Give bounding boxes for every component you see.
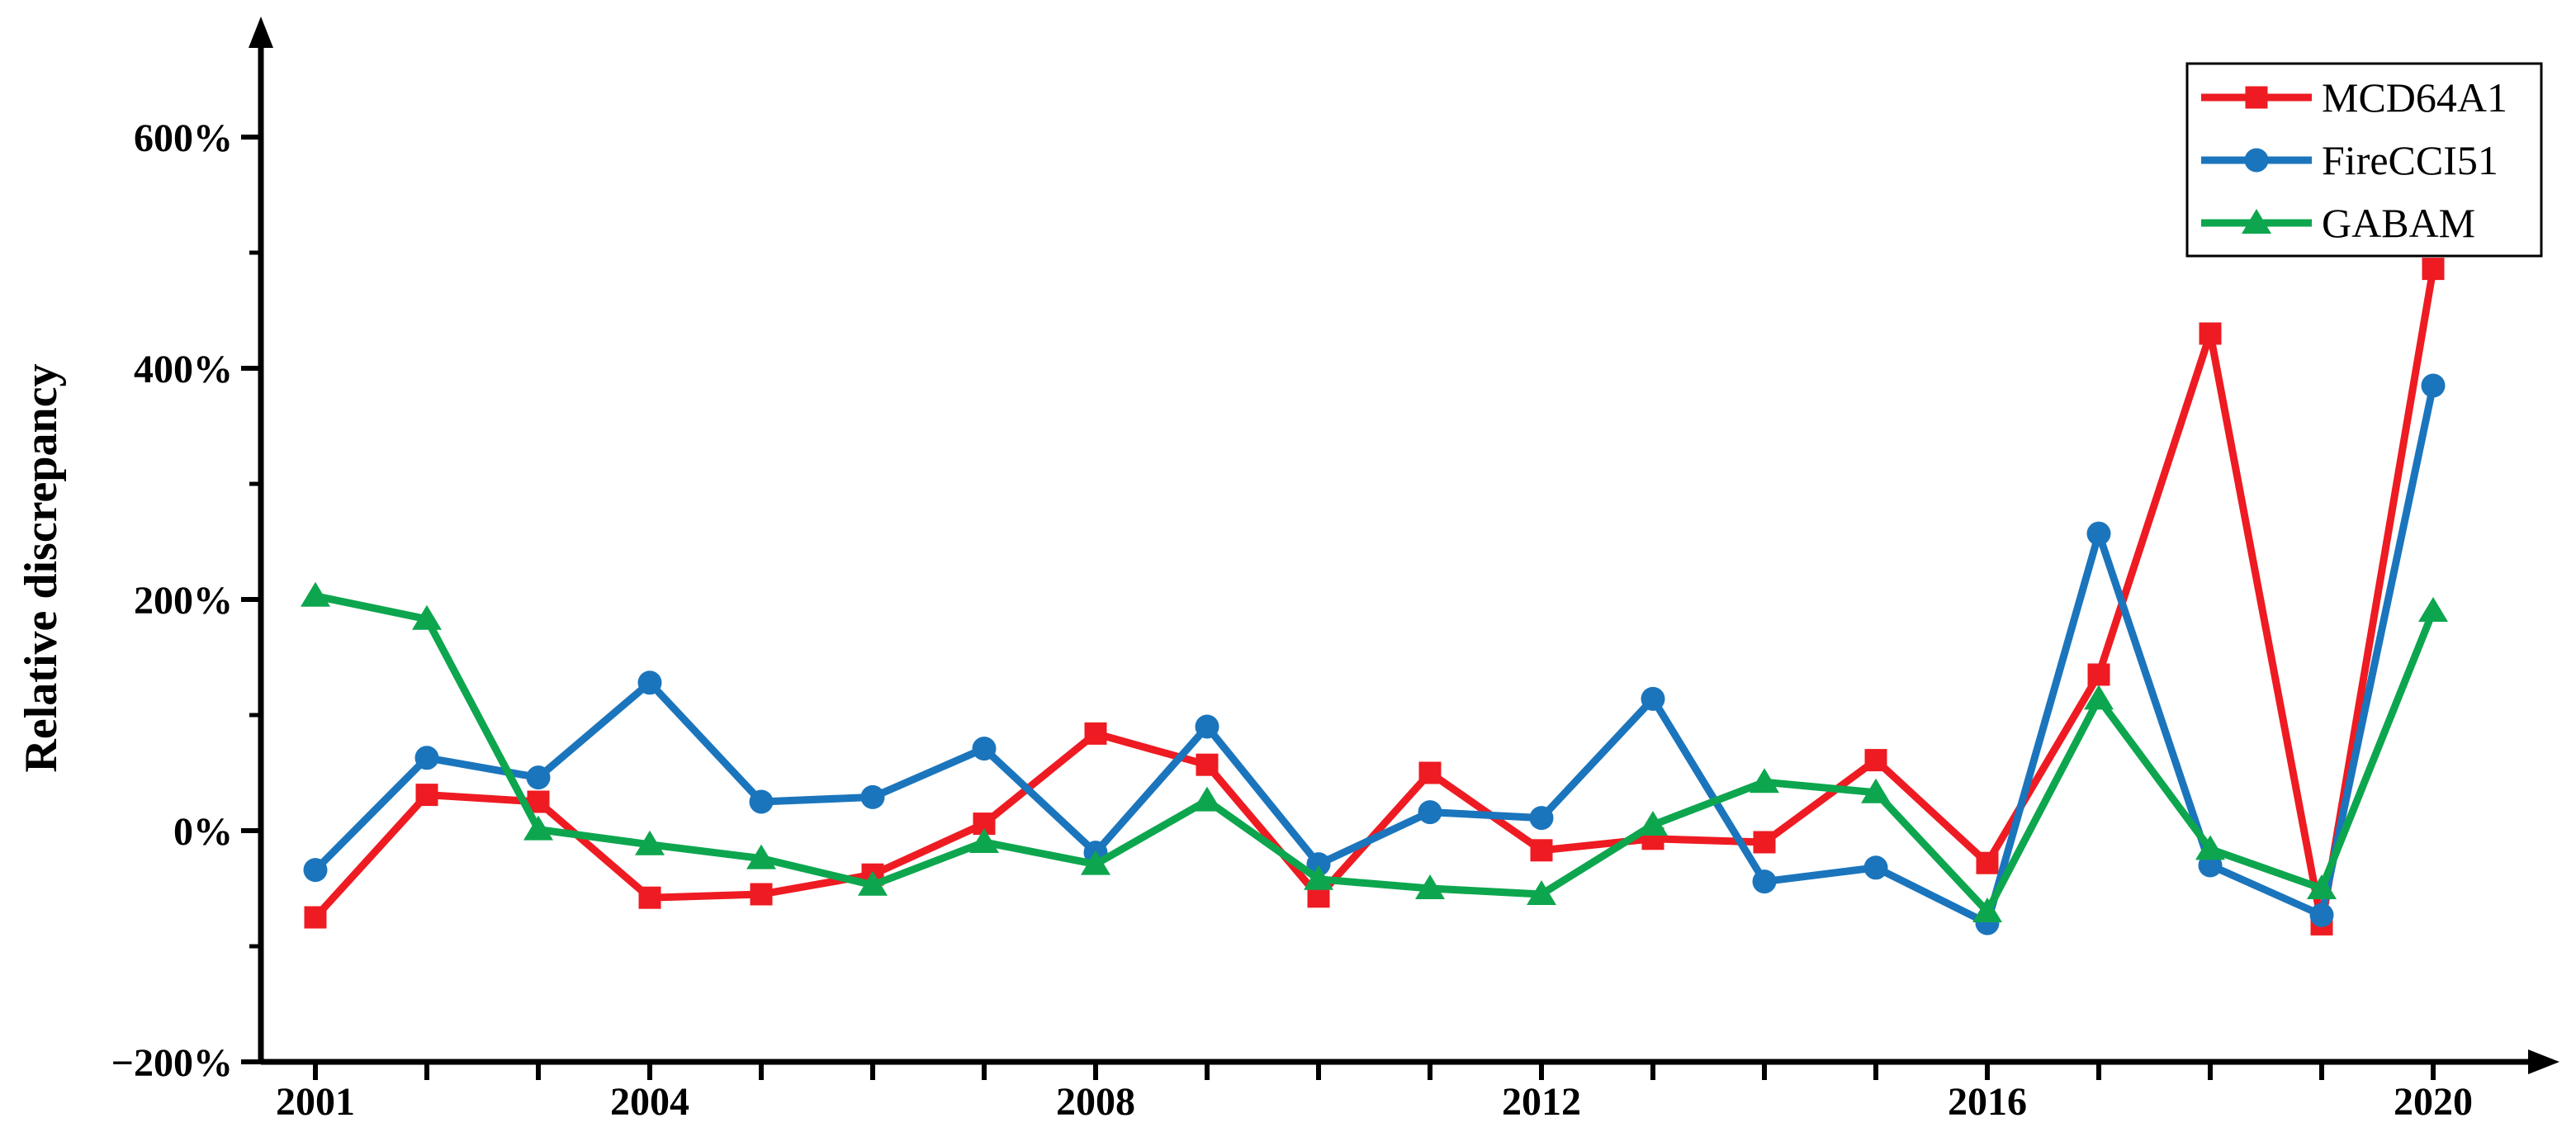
marker-FireCCI51-2019 (2309, 902, 2334, 927)
marker-GABAM-2014 (1750, 768, 1779, 794)
legend-swatch-square-icon (2245, 86, 2268, 109)
marker-MCD64A1-2001 (304, 906, 327, 929)
marker-GABAM-2013 (1638, 811, 1668, 836)
marker-MCD64A1-2009 (1196, 753, 1219, 776)
marker-FireCCI51-2005 (749, 789, 774, 814)
marker-GABAM-2019 (2307, 874, 2337, 899)
marker-GABAM-2015 (1861, 778, 1891, 803)
marker-MCD64A1-2005 (750, 883, 773, 906)
marker-MCD64A1-2017 (2087, 663, 2110, 686)
y-axis-title: Relative discrepancy (16, 363, 67, 772)
marker-GABAM-2008 (1081, 850, 1110, 875)
marker-GABAM-2006 (858, 870, 888, 896)
x-tick-label: 2020 (2394, 1080, 2473, 1124)
marker-MCD64A1-2020 (2422, 258, 2445, 281)
series-line-FireCCI51 (312, 385, 2437, 929)
x-tick-label: 2001 (276, 1080, 355, 1124)
marker-GABAM-2001 (301, 581, 330, 607)
marker-GABAM-2005 (746, 844, 776, 869)
series-line-GABAM (315, 592, 2437, 918)
legend-label-GABAM: GABAM (2322, 200, 2475, 246)
marker-MCD64A1-2002 (415, 784, 438, 807)
x-tick-label: 2016 (1948, 1080, 2027, 1124)
marker-MCD64A1-2018 (2199, 322, 2222, 345)
marker-FireCCI51-2004 (637, 670, 662, 695)
legend-label-MCD64A1: MCD64A1 (2322, 74, 2507, 121)
marker-FireCCI51-2012 (1529, 806, 1554, 831)
marker-GABAM-2004 (635, 830, 665, 855)
marker-GABAM-2020 (2418, 597, 2448, 622)
y-tick-label: 400% (134, 348, 233, 391)
marker-GABAM-2016 (1972, 898, 2002, 922)
marker-FireCCI51-2014 (1752, 869, 1777, 894)
marker-GABAM-2012 (1527, 880, 1556, 905)
marker-MCD64A1-2016 (1976, 851, 1999, 874)
marker-MCD64A1-2015 (1864, 749, 1887, 772)
marker-FireCCI51-2006 (860, 784, 885, 809)
marker-FireCCI51-2017 (2086, 521, 2111, 546)
marker-FireCCI51-2020 (2421, 373, 2446, 398)
marker-GABAM-2007 (969, 828, 999, 853)
marker-FireCCI51-2009 (1195, 714, 1219, 739)
y-tick-label: −200% (111, 1041, 233, 1085)
legend-label-FireCCI51: FireCCI51 (2322, 137, 2498, 183)
legend-swatch-circle-icon (2244, 148, 2269, 173)
marker-FireCCI51-2011 (1418, 800, 1442, 825)
marker-GABAM-2003 (523, 815, 553, 841)
y-tick-label: 200% (134, 579, 233, 623)
y-tick-label: 600% (134, 116, 233, 160)
marker-MCD64A1-2014 (1753, 831, 1776, 854)
marker-FireCCI51-2001 (303, 858, 328, 883)
y-axis-arrow-icon (249, 17, 273, 48)
x-tick-label: 2012 (1502, 1080, 1581, 1124)
marker-GABAM-2009 (1192, 786, 1222, 812)
marker-GABAM-2017 (2084, 685, 2114, 710)
marker-MCD64A1-2008 (1084, 722, 1107, 745)
marker-GABAM-2011 (1415, 874, 1445, 899)
marker-MCD64A1-2012 (1530, 839, 1553, 862)
marker-GABAM-2002 (412, 604, 442, 630)
marker-FireCCI51-2015 (1863, 855, 1888, 880)
marker-FireCCI51-2002 (414, 746, 439, 770)
marker-FireCCI51-2003 (526, 765, 551, 790)
marker-MCD64A1-2004 (638, 886, 661, 909)
marker-MCD64A1-2011 (1418, 761, 1442, 784)
marker-FireCCI51-2010 (1306, 852, 1331, 877)
marker-GABAM-2010 (1304, 865, 1333, 890)
x-axis-arrow-icon (2528, 1049, 2559, 1074)
marker-GABAM-2018 (2195, 835, 2225, 860)
legend-swatch-triangle-icon (2242, 209, 2271, 234)
series-line-MCD64A1 (312, 268, 2437, 926)
marker-FireCCI51-2007 (972, 737, 997, 761)
x-tick-label: 2008 (1056, 1080, 1135, 1124)
marker-FireCCI51-2013 (1641, 686, 1665, 711)
x-tick-label: 2004 (610, 1080, 689, 1124)
y-tick-label: 0% (173, 810, 233, 854)
